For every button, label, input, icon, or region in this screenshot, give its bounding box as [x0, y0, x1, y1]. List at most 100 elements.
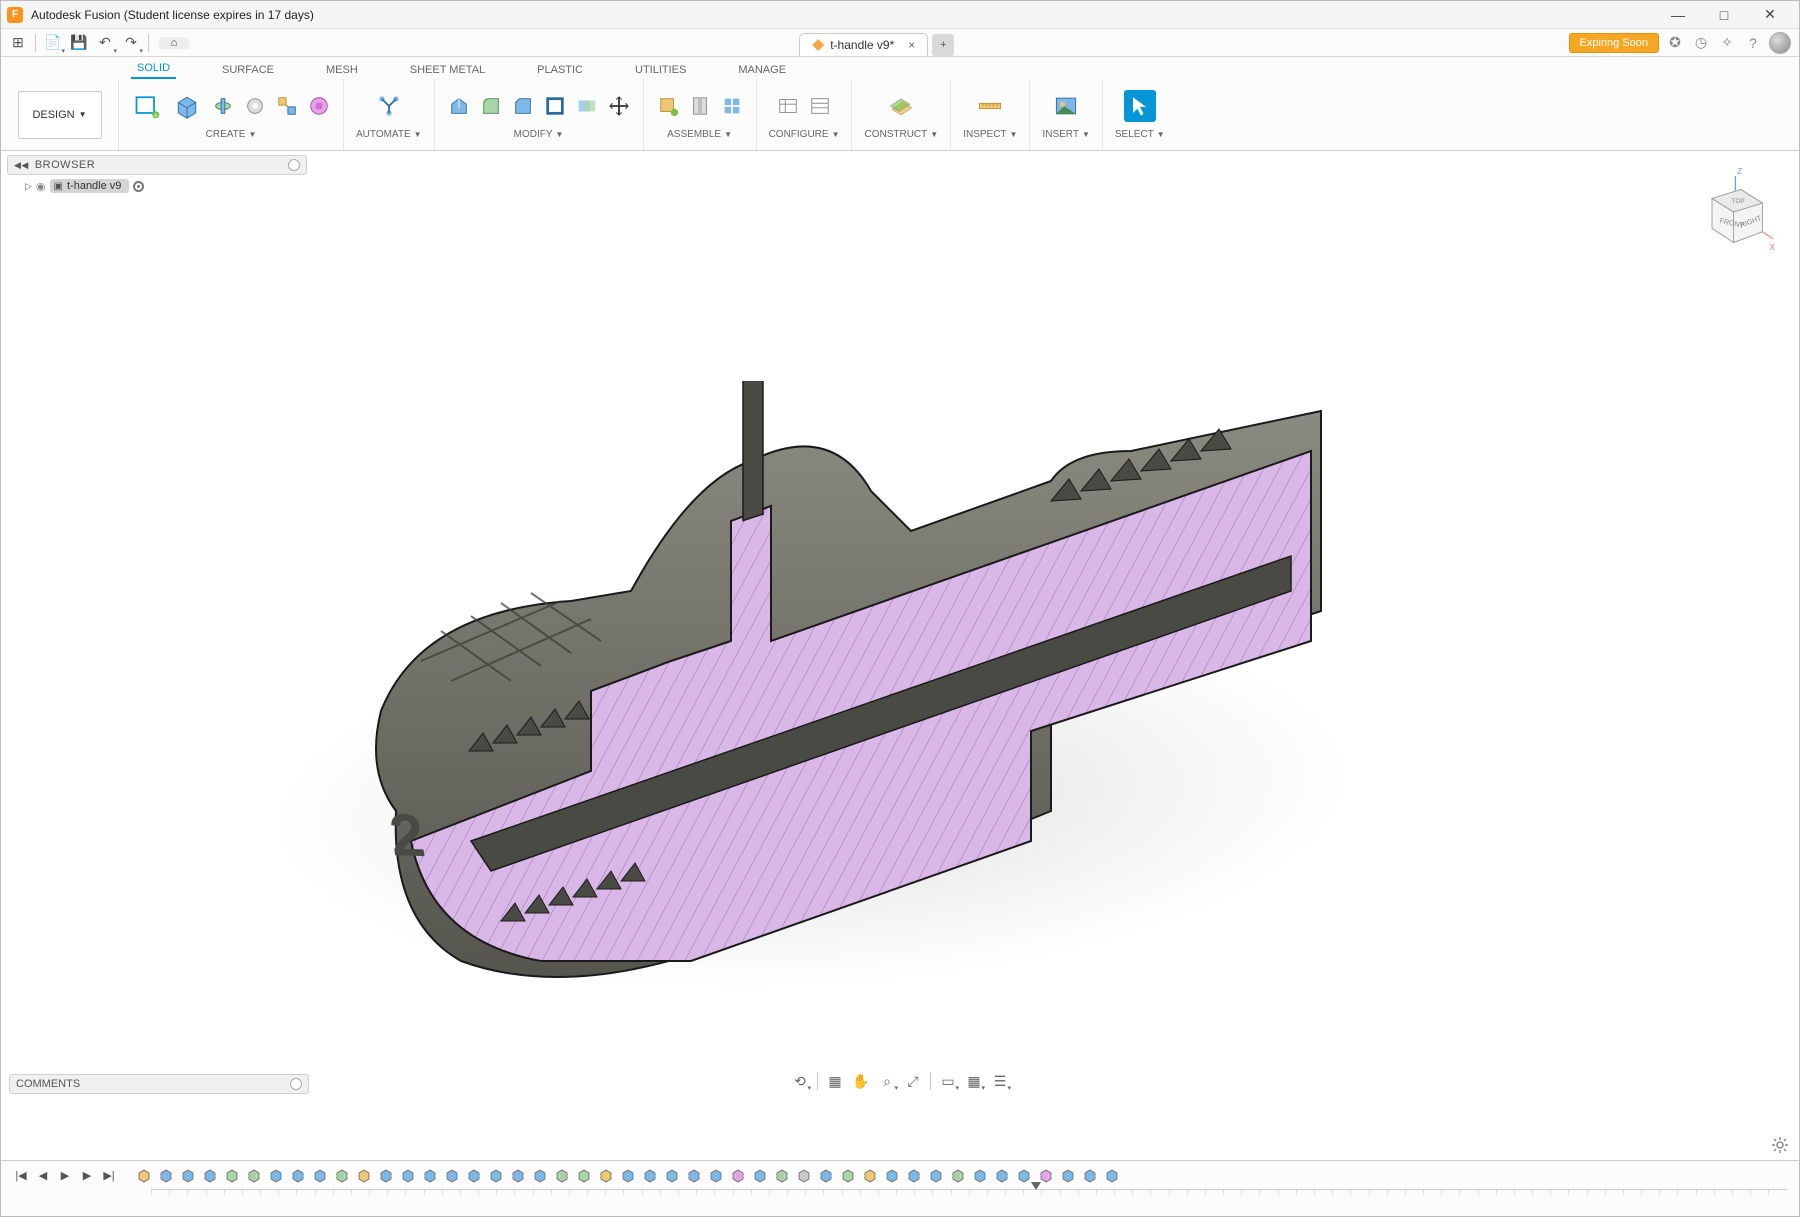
timeline-feature[interactable]	[970, 1165, 990, 1185]
fillet-tool-icon[interactable]	[479, 94, 503, 118]
timeline-feature[interactable]	[618, 1165, 638, 1185]
new-component-tool-icon[interactable]	[656, 94, 680, 118]
construct-plane-tool-icon[interactable]	[885, 90, 917, 122]
license-expiring-badge[interactable]: Expiring Soon	[1569, 33, 1660, 53]
timeline-track[interactable]	[151, 1189, 1787, 1199]
timeline-feature[interactable]	[882, 1165, 902, 1185]
timeline-feature[interactable]	[376, 1165, 396, 1185]
timeline-feature[interactable]	[156, 1165, 176, 1185]
home-tab-icon[interactable]: ⌂	[159, 37, 189, 49]
browser-options-icon[interactable]	[288, 159, 300, 171]
comments-options-icon[interactable]	[290, 1078, 302, 1090]
zoom-tool-icon[interactable]: ⌕	[876, 1070, 898, 1092]
tab-sheet-metal[interactable]: SHEET METAL	[404, 61, 491, 79]
activate-component-icon[interactable]	[133, 181, 144, 192]
timeline-feature[interactable]	[420, 1165, 440, 1185]
combine-tool-icon[interactable]	[575, 94, 599, 118]
timeline-feature[interactable]	[728, 1165, 748, 1185]
timeline-next-button[interactable]: ▶	[77, 1165, 97, 1185]
configure-table-tool-icon[interactable]	[808, 94, 832, 118]
timeline-feature[interactable]	[1080, 1165, 1100, 1185]
pan-tool-icon[interactable]: ✋	[850, 1070, 872, 1092]
loft-tool-icon[interactable]	[275, 94, 299, 118]
user-avatar[interactable]	[1769, 32, 1791, 54]
orbit-tool-icon[interactable]: ⟲	[789, 1070, 811, 1092]
timeline-feature[interactable]	[288, 1165, 308, 1185]
chamfer-tool-icon[interactable]	[511, 94, 535, 118]
timeline-feature[interactable]	[574, 1165, 594, 1185]
viewport-layout-icon[interactable]: ☰	[989, 1070, 1011, 1092]
timeline-prev-button[interactable]: ◀	[33, 1165, 53, 1185]
timeline-feature[interactable]	[1058, 1165, 1078, 1185]
measure-tool-icon[interactable]	[974, 90, 1006, 122]
timeline-feature[interactable]	[1102, 1165, 1122, 1185]
timeline-feature[interactable]	[354, 1165, 374, 1185]
settings-gear-icon[interactable]	[1771, 1136, 1789, 1154]
sketch-tool-icon[interactable]: +	[131, 90, 163, 122]
timeline-feature[interactable]	[244, 1165, 264, 1185]
timeline-feature[interactable]	[178, 1165, 198, 1185]
model-view[interactable]: 2	[311, 381, 1371, 1021]
timeline-feature[interactable]	[750, 1165, 770, 1185]
job-status-icon[interactable]: ✪	[1665, 33, 1685, 53]
visibility-icon[interactable]: ◉	[36, 180, 46, 193]
close-button[interactable]: ✕	[1747, 1, 1793, 29]
emboss-tool-icon[interactable]	[307, 94, 331, 118]
browser-root-item[interactable]: ▷ ◉ ▣ t-handle v9	[25, 179, 307, 193]
timeline-playhead[interactable]	[1031, 1182, 1041, 1190]
document-tab-close-icon[interactable]: ×	[908, 38, 915, 52]
select-tool-icon[interactable]	[1124, 90, 1156, 122]
browser-header[interactable]: ◀◀ BROWSER	[7, 155, 307, 175]
timeline-feature[interactable]	[464, 1165, 484, 1185]
grid-settings-icon[interactable]: ▦	[963, 1070, 985, 1092]
minimize-button[interactable]: —	[1655, 1, 1701, 29]
apps-grid-icon[interactable]: ⊞	[5, 30, 31, 56]
timeline-start-button[interactable]: |◀	[11, 1165, 31, 1185]
timeline-feature[interactable]	[640, 1165, 660, 1185]
tab-manage[interactable]: MANAGE	[732, 61, 792, 79]
timeline-feature[interactable]	[552, 1165, 572, 1185]
timeline-end-button[interactable]: ▶|	[99, 1165, 119, 1185]
timeline-feature[interactable]	[442, 1165, 462, 1185]
timeline-feature[interactable]	[134, 1165, 154, 1185]
file-menu-icon[interactable]: 📄	[40, 30, 66, 56]
add-document-tab-button[interactable]: +	[932, 34, 954, 56]
joint-tool-icon[interactable]	[688, 94, 712, 118]
timeline-feature[interactable]	[706, 1165, 726, 1185]
timeline-feature[interactable]	[992, 1165, 1012, 1185]
expand-icon[interactable]: ▷	[25, 181, 32, 192]
viewport[interactable]: ◀◀ BROWSER ▷ ◉ ▣ t-handle v9 Z FR	[1, 151, 1799, 1160]
timeline-feature[interactable]	[772, 1165, 792, 1185]
document-tab[interactable]: t-handle v9* ×	[799, 33, 928, 56]
timeline-feature[interactable]	[816, 1165, 836, 1185]
tab-mesh[interactable]: MESH	[320, 61, 364, 79]
extrude-tool-icon[interactable]	[171, 90, 203, 122]
move-tool-icon[interactable]	[607, 94, 631, 118]
timeline-feature[interactable]	[860, 1165, 880, 1185]
clock-icon[interactable]: ◷	[1691, 33, 1711, 53]
timeline-feature[interactable]	[662, 1165, 682, 1185]
maximize-button[interactable]: □	[1701, 1, 1747, 29]
timeline-feature[interactable]	[530, 1165, 550, 1185]
timeline-play-button[interactable]: ▶	[55, 1165, 75, 1185]
shell-tool-icon[interactable]	[543, 94, 567, 118]
timeline-feature[interactable]	[486, 1165, 506, 1185]
revolve-tool-icon[interactable]	[211, 94, 235, 118]
press-pull-tool-icon[interactable]	[447, 94, 471, 118]
timeline-feature[interactable]	[508, 1165, 528, 1185]
timeline-feature[interactable]	[200, 1165, 220, 1185]
timeline-feature[interactable]	[266, 1165, 286, 1185]
timeline-feature[interactable]	[926, 1165, 946, 1185]
extensions-icon[interactable]: ✧	[1717, 33, 1737, 53]
collapse-icon[interactable]: ◀◀	[14, 160, 29, 171]
timeline-feature[interactable]	[794, 1165, 814, 1185]
timeline-feature[interactable]	[684, 1165, 704, 1185]
workspace-switcher-button[interactable]: DESIGN ▼	[18, 91, 102, 139]
timeline-feature[interactable]	[904, 1165, 924, 1185]
timeline-feature[interactable]	[332, 1165, 352, 1185]
viewcube[interactable]: Z FRONT RIGHT TOP X	[1685, 167, 1775, 257]
configure-tool-icon[interactable]	[776, 94, 800, 118]
undo-icon[interactable]: ↶	[92, 30, 118, 56]
help-icon[interactable]: ?	[1743, 33, 1763, 53]
as-built-joint-tool-icon[interactable]	[720, 94, 744, 118]
